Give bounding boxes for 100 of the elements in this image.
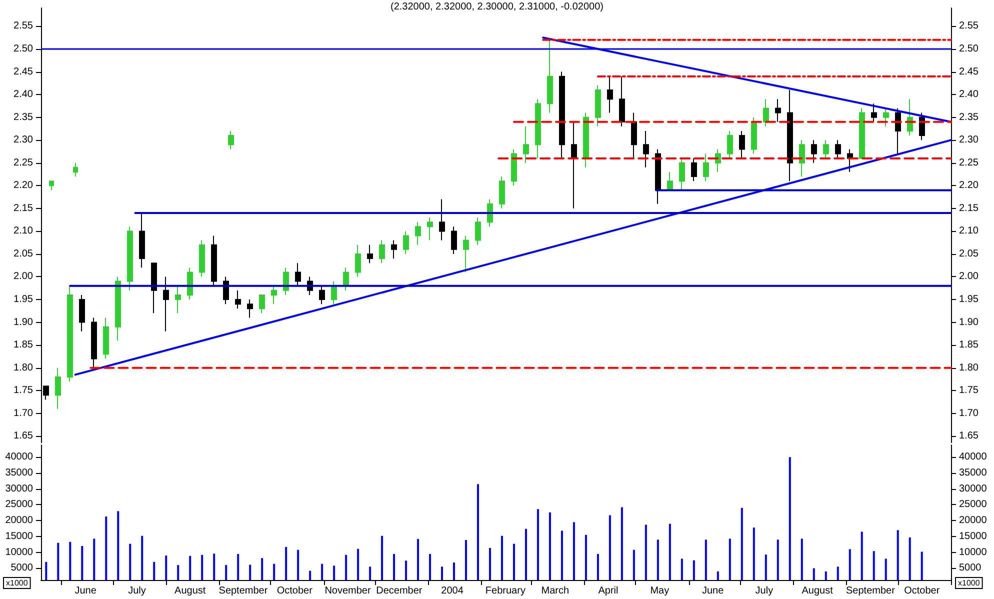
candlestick [739,130,745,159]
candlestick [139,212,145,268]
y2-tick-label: 25000 [959,499,988,510]
candlestick [427,217,433,241]
text: x1000 [6,578,28,588]
candlestick [535,98,541,159]
x-tick-label: June [74,586,97,596]
y2-tick-label: 1.65 [959,430,979,442]
x-tick-label: May [650,586,670,596]
candlestick [415,222,421,246]
candlestick [631,112,637,159]
candlestick [727,130,733,159]
y2-tick-label: 35000 [959,467,988,478]
y-tick-label: 20000 [5,515,34,526]
candlestick [475,217,481,246]
x-tick-label: 2004 [441,586,464,596]
x-tick-label: September [218,586,268,596]
candlestick [703,153,709,182]
candlestick [259,294,265,314]
candlestick [319,285,325,305]
candlestick [835,140,841,159]
x-tick-label: October [276,586,314,596]
candlestick [199,240,205,278]
candlestick [775,98,781,122]
candlestick [655,148,661,204]
y2-tick-label: 2.00 [959,271,979,282]
y2-tick-label: 1.80 [959,362,979,374]
chart-title: (2.32000, 2.32000, 2.30000, 2.31000, -0.02000) [390,2,604,12]
y2-tick-label: 2.35 [959,112,979,123]
y-tick-label: 1.70 [14,408,34,419]
y-tick-label: 40000 [5,452,34,463]
candlestick [403,230,409,254]
y-tick-label: 2.35 [14,112,34,123]
x-tick-label: April [598,586,618,596]
y-tick-label: 25000 [5,499,34,510]
candlestick [487,198,493,228]
y-tick-label: 10000 [5,546,34,558]
y-tick-label: 1.85 [14,340,34,351]
y2-tick-label: 2.40 [959,89,979,100]
candlestick [235,290,241,310]
candlestick [619,76,625,127]
candlestick [715,148,721,172]
y2-tick-label: 2.50 [959,43,979,54]
x-tick-label: December [376,586,423,596]
candlestick [391,240,397,260]
x-tick-label: October [904,586,940,596]
candlestick [859,108,865,159]
y-tick-label: 1.80 [14,362,34,374]
y-tick-label: 35000 [5,467,34,478]
y2-tick-label: 2.20 [959,180,979,192]
y2-tick-label: 2.55 [959,20,979,32]
candlestick [799,140,805,178]
y2-tick-label: 1.85 [959,340,979,351]
candlestick [73,162,78,178]
y2-tick-label: 2.25 [959,157,979,168]
candlestick [787,89,793,182]
x-tick-label: September [846,586,896,596]
candlestick [811,140,817,164]
y2-tick-label: 20000 [959,515,988,526]
candlestick [751,116,757,154]
y-tick-label: 2.10 [14,226,34,237]
candlestick [271,285,277,305]
candlestick [331,280,337,305]
y-tick-label: 1.75 [14,385,34,396]
candlestick [583,112,589,168]
candlestick [763,98,769,127]
candlestick [115,276,121,342]
y-tick-label: 2.05 [14,248,34,260]
candlestick [607,76,613,114]
y-tick-label: 2.50 [14,43,34,54]
y-tick-label: 1.95 [14,294,34,306]
candlestick [247,299,253,318]
y-tick-label: 2.00 [14,271,34,282]
y-tick-label: 2.45 [14,66,34,78]
candlestick [559,71,565,159]
candlestick [283,267,289,296]
candlestick [451,226,457,254]
candlestick [211,235,217,286]
candlestick [691,158,697,182]
candlestick [439,198,445,241]
y2-tick-label: 1.75 [959,385,979,396]
candlestick [511,148,517,186]
x-tick-label: February [485,586,526,596]
y-tick-label: 5000 [10,562,34,574]
y2-tick-label: 1.95 [959,294,979,306]
y2-tick-label: 1.70 [959,408,979,419]
candlestick [67,285,73,382]
y2-tick-label: 2.05 [959,248,979,260]
y-tick-label: 15000 [5,530,34,542]
y2-tick-label: 2.30 [959,134,979,146]
candlestick [91,317,97,368]
y2-tick-label: 40000 [959,452,988,463]
candlestick [547,39,553,114]
y-tick-label: 2.55 [14,20,34,32]
x-tick-label: July [755,586,774,596]
candlestick [355,244,361,278]
y2-tick-label: 1.90 [959,316,979,328]
y2-tick-label: 15000 [959,530,988,542]
x-tick-label: August [802,586,834,596]
candlestick [55,367,61,410]
